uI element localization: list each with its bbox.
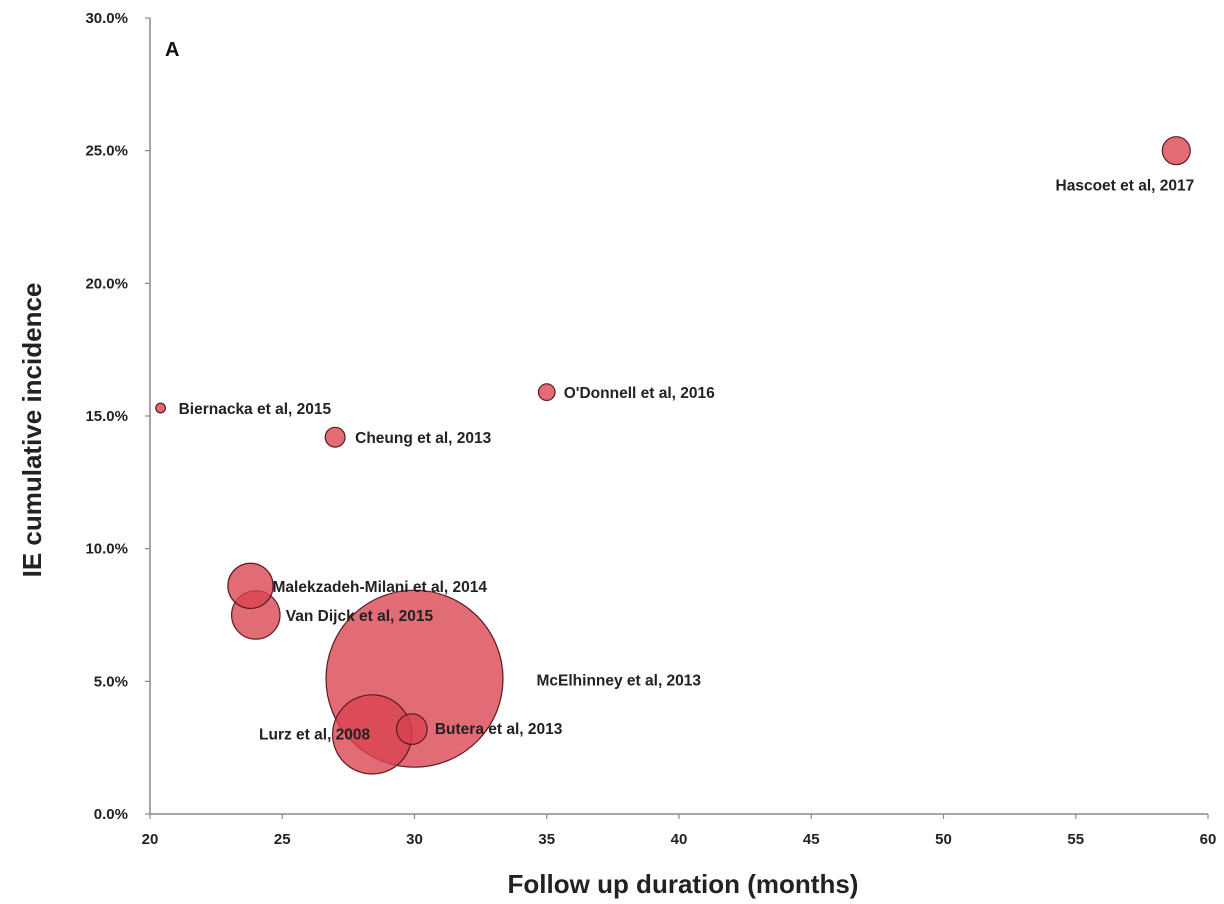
data-bubble <box>227 562 274 610</box>
y-tick-label: 30.0% <box>85 10 128 27</box>
data-bubble <box>324 426 346 448</box>
x-tick-label: 25 <box>274 831 291 848</box>
x-tick-label: 35 <box>538 831 555 848</box>
point-label: McElhinney et al, 2013 <box>537 673 702 690</box>
x-axis-title: Follow up duration (months) <box>508 869 859 899</box>
x-tick-label: 55 <box>1067 831 1084 848</box>
y-tick-label: 15.0% <box>85 408 128 425</box>
bubbles <box>155 136 1191 775</box>
point-label: O'Donnell et al, 2016 <box>564 385 715 402</box>
point-label: Van Dijck et al, 2015 <box>286 608 434 625</box>
point-label: Biernacka et al, 2015 <box>179 401 332 418</box>
x-tick-label: 30 <box>406 831 423 848</box>
point-label: Hascoet et al, 2017 <box>1056 178 1195 195</box>
y-tick-label: 25.0% <box>85 143 128 160</box>
point-label: Cheung et al, 2013 <box>355 430 491 447</box>
data-bubble <box>155 402 166 414</box>
x-tick-label: 60 <box>1200 831 1217 848</box>
point-label: Lurz et al, 2008 <box>259 726 371 743</box>
y-tick-label: 20.0% <box>85 275 128 292</box>
point-label: Malekzadeh-Milani et al, 2014 <box>273 579 488 596</box>
y-axis-title: IE cumulative incidence <box>17 283 47 578</box>
x-tick-label: 50 <box>935 831 952 848</box>
data-bubble <box>537 383 556 402</box>
panel-letter: A <box>165 39 179 61</box>
axes: 20 25 30 35 40 45 50 55 60 0.0% 5.0% 10.0% 15.0% 20.0… <box>85 10 1216 848</box>
y-tick-label: 0.0% <box>94 806 128 823</box>
x-tick-label: 20 <box>142 831 159 848</box>
y-tick-label: 5.0% <box>94 673 128 690</box>
data-bubble <box>395 713 428 745</box>
x-tick-label: 40 <box>671 831 688 848</box>
point-labels: Hascoet et al, 2017 O'Donnell et al, 2016… <box>179 178 1195 744</box>
point-label: Butera et al, 2013 <box>435 721 563 738</box>
y-tick-label: 10.0% <box>85 541 128 558</box>
x-tick-label: 45 <box>803 831 820 848</box>
data-bubble <box>1161 136 1191 166</box>
